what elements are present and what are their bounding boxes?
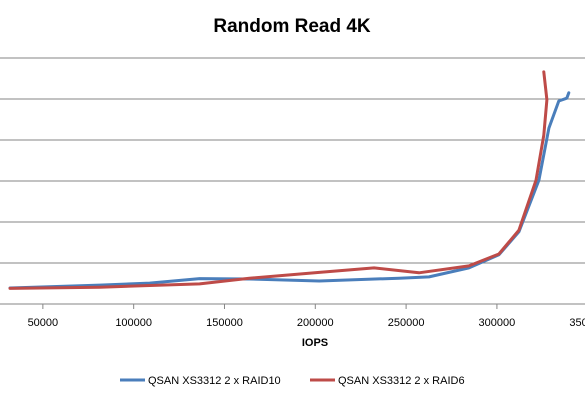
- legend-label: QSAN XS3312 2 x RAID10: [148, 375, 281, 387]
- x-tick-label: 300000: [479, 317, 516, 329]
- x-axis-title: IOPS: [302, 337, 328, 349]
- series-line: [8, 70, 549, 290]
- x-tick-label: 100000: [115, 317, 152, 329]
- x-tick-label: 200000: [297, 317, 334, 329]
- legend-label: QSAN XS3312 2 x RAID6: [338, 375, 465, 387]
- series-line: [8, 91, 571, 290]
- x-tick-label: 150000: [206, 317, 243, 329]
- x-tick-label: 350000: [569, 317, 585, 329]
- x-tick-label: 250000: [388, 317, 425, 329]
- x-tick-label: 50000: [28, 317, 59, 329]
- chart-title: Random Read 4K: [213, 16, 371, 37]
